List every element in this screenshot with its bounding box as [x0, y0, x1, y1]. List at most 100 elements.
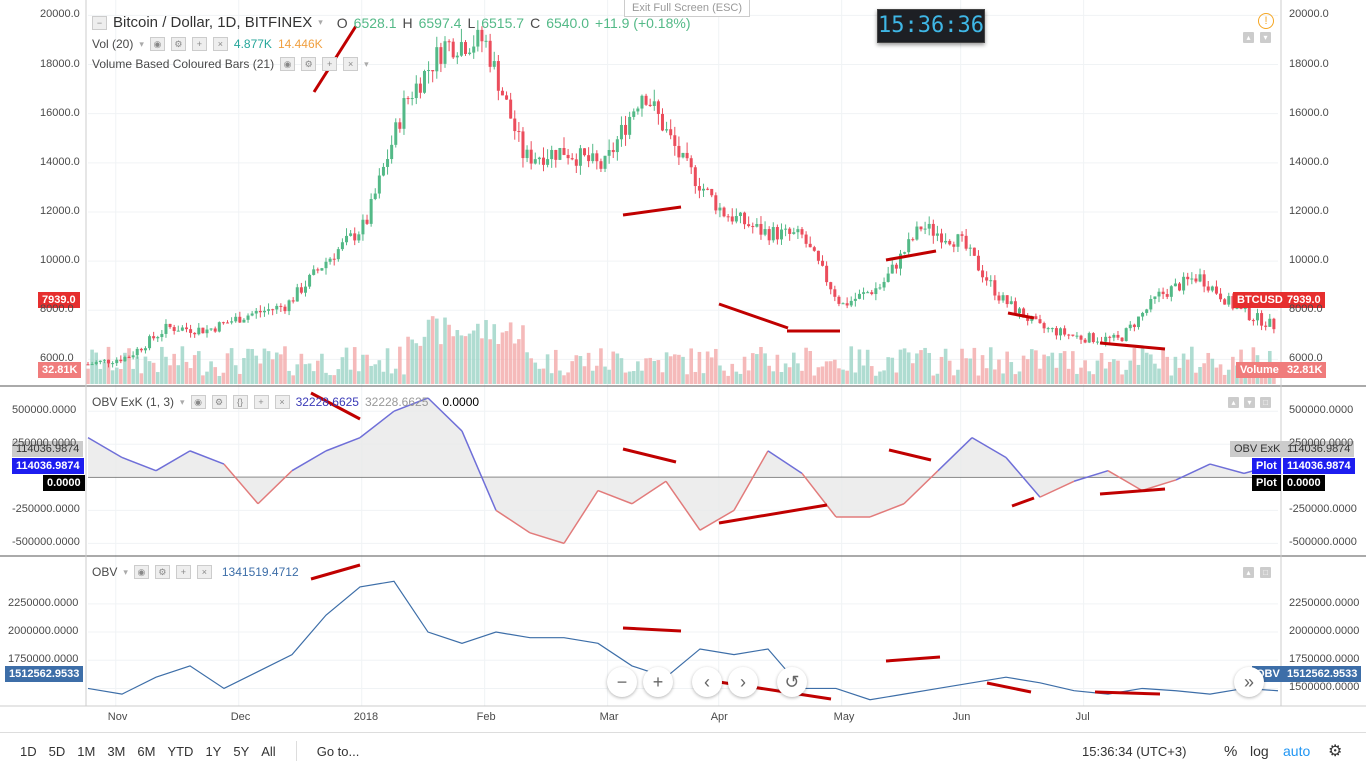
timeframe-6m[interactable]: 6M: [137, 743, 156, 759]
trend-line[interactable]: [888, 448, 932, 462]
scroll-to-realtime-button[interactable]: »: [1234, 667, 1264, 697]
candle-body: [660, 113, 664, 131]
candle-body: [1239, 307, 1243, 309]
exit-fullscreen-hint[interactable]: Exit Full Screen (ESC): [624, 0, 750, 17]
visibility-icon[interactable]: ◉: [280, 57, 296, 71]
zoom-out-button[interactable]: −: [607, 667, 637, 697]
chart-canvas[interactable]: [0, 0, 1366, 732]
trend-line[interactable]: [310, 563, 361, 581]
remove-icon[interactable]: ×: [274, 395, 290, 409]
chevron-down-icon[interactable]: ▾: [123, 566, 128, 577]
pane-maximize-icon[interactable]: □: [1260, 397, 1271, 408]
visibility-icon[interactable]: ◉: [133, 565, 149, 579]
candle-body: [1079, 335, 1083, 340]
visibility-icon[interactable]: ◉: [149, 37, 165, 51]
volume-bar: [730, 363, 735, 384]
candle-body: [439, 47, 443, 64]
trend-line[interactable]: [885, 249, 937, 262]
price-axis-tick-left: 12000.0: [40, 204, 80, 217]
timeframe-1y[interactable]: 1Y: [205, 743, 222, 759]
timeframe-all[interactable]: All: [261, 743, 276, 759]
obv-name[interactable]: OBV: [92, 565, 118, 579]
trend-line[interactable]: [885, 655, 941, 663]
chevron-down-icon[interactable]: ▾: [364, 58, 369, 69]
source-icon[interactable]: {}: [232, 395, 248, 409]
candle-body: [1268, 318, 1272, 327]
trend-line[interactable]: [718, 503, 828, 525]
pane-down-icon[interactable]: ▾: [1260, 32, 1271, 43]
more-icon[interactable]: +: [253, 395, 269, 409]
remove-icon[interactable]: ×: [196, 565, 212, 579]
trend-line[interactable]: [310, 391, 361, 421]
volume-bar: [738, 373, 743, 384]
scroll-right-button[interactable]: ›: [728, 667, 758, 697]
obvexk-line-segment: [665, 480, 701, 531]
candle-body: [480, 29, 484, 42]
obvexk-line-segment: [495, 509, 531, 534]
candle-body: [275, 305, 279, 310]
pane-up-icon[interactable]: ▴: [1228, 397, 1239, 408]
zoom-in-button[interactable]: +: [643, 667, 673, 697]
volume-bar: [262, 348, 267, 384]
reset-chart-button[interactable]: ↺: [777, 667, 807, 697]
percent-toggle[interactable]: %: [1224, 742, 1238, 760]
vbcb-name[interactable]: Volume Based Coloured Bars (21): [92, 57, 275, 71]
trend-line[interactable]: [718, 302, 789, 330]
timeframe-ytd[interactable]: YTD: [167, 743, 194, 759]
vol-name[interactable]: Vol (20): [92, 37, 134, 51]
scroll-left-button[interactable]: ‹: [692, 667, 722, 697]
trend-line[interactable]: [986, 681, 1032, 694]
volume-bar: [451, 336, 456, 384]
price-axis-tick: 16000.0: [1289, 106, 1329, 119]
volume-bar: [952, 375, 956, 384]
settings-icon[interactable]: ⚙: [211, 395, 227, 409]
collapse-icon[interactable]: −: [92, 15, 107, 30]
candle-body: [853, 298, 857, 301]
more-icon[interactable]: +: [175, 565, 191, 579]
more-icon[interactable]: +: [191, 37, 207, 51]
volume-bar: [980, 355, 985, 384]
timeframe-1m[interactable]: 1M: [77, 743, 96, 759]
obvexk-axis-tick: 250000.0000: [1289, 437, 1354, 450]
timeframe-5y[interactable]: 5Y: [233, 743, 250, 759]
settings-icon[interactable]: ⚙: [170, 37, 186, 51]
pane-down-icon[interactable]: ▾: [1244, 397, 1255, 408]
auto-toggle[interactable]: auto: [1283, 743, 1311, 759]
candle-body: [1034, 316, 1038, 320]
obvexk-name[interactable]: OBV ExK (1, 3): [92, 395, 175, 409]
settings-icon[interactable]: ⚙: [301, 57, 317, 71]
candle-body: [90, 364, 94, 366]
settings-icon[interactable]: ⚙: [1328, 743, 1343, 760]
trend-line[interactable]: [622, 447, 677, 464]
pane-up-icon[interactable]: ▴: [1243, 32, 1254, 43]
remove-icon[interactable]: ×: [343, 57, 359, 71]
trend-line[interactable]: [1007, 311, 1035, 320]
settings-icon[interactable]: ⚙: [154, 565, 170, 579]
pane-up-icon[interactable]: ▴: [1243, 567, 1254, 578]
alert-icon[interactable]: !: [1258, 13, 1274, 29]
volume-bar: [508, 322, 513, 384]
goto-button[interactable]: Go to...: [316, 743, 360, 759]
pane-maximize-icon[interactable]: □: [1260, 567, 1271, 578]
timeframe-1d[interactable]: 1D: [20, 743, 37, 759]
trend-line[interactable]: [1094, 690, 1161, 696]
candle-body: [541, 157, 545, 165]
timeframe-5d[interactable]: 5D: [48, 743, 66, 759]
trend-line[interactable]: [1099, 487, 1166, 496]
timeframe-3m[interactable]: 3M: [107, 743, 126, 759]
candle-body: [406, 98, 410, 100]
chevron-down-icon[interactable]: ▾: [139, 38, 144, 49]
chevron-down-icon[interactable]: ▾: [180, 396, 185, 407]
symbol-title[interactable]: Bitcoin / Dollar, 1D, BITFINEX: [113, 14, 313, 31]
trend-line[interactable]: [622, 205, 682, 217]
visibility-icon[interactable]: ◉: [190, 395, 206, 409]
more-icon[interactable]: +: [322, 57, 338, 71]
obvexk-blue-tag-left: 114036.9874: [12, 458, 84, 474]
candle-body: [554, 149, 558, 160]
trend-line[interactable]: [1099, 341, 1166, 351]
log-toggle[interactable]: log: [1250, 743, 1269, 759]
trend-line[interactable]: [622, 626, 682, 633]
trend-line[interactable]: [1011, 496, 1035, 508]
remove-icon[interactable]: ×: [212, 37, 228, 51]
chevron-down-icon[interactable]: ▾: [318, 17, 323, 27]
